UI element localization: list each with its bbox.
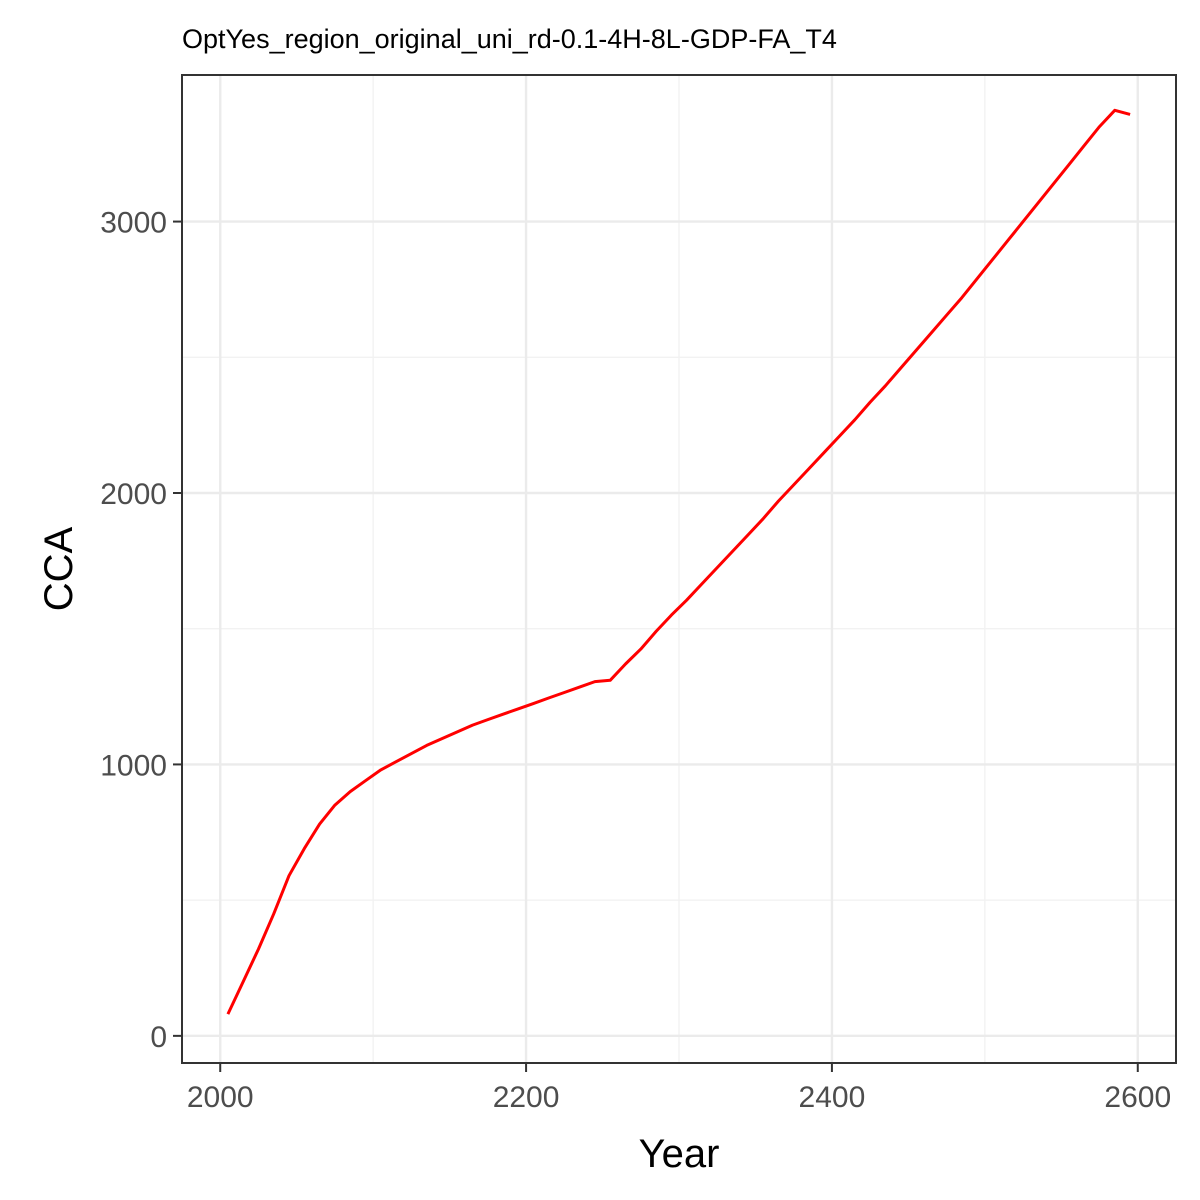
y-tick-label: 3000 bbox=[100, 207, 167, 240]
plot-panel-border bbox=[181, 74, 1177, 1064]
y-tick-label: 2000 bbox=[100, 478, 167, 511]
chart-title: OptYes_region_original_uni_rd-0.1-4H-8L-… bbox=[182, 24, 837, 54]
y-axis-tick-labels: 0 1000 2000 3000 bbox=[100, 207, 167, 1054]
x-axis-tick-labels: 2000 2200 2400 2600 bbox=[187, 1081, 1171, 1114]
y-tick-label: 1000 bbox=[100, 749, 167, 782]
x-tick-label: 2000 bbox=[187, 1081, 254, 1114]
x-tick-label: 2600 bbox=[1104, 1081, 1171, 1114]
major-gridlines bbox=[182, 75, 1176, 1063]
series-line bbox=[226, 108, 1131, 1015]
y-tick-label: 0 bbox=[150, 1021, 167, 1054]
y-axis-title: CCA bbox=[37, 526, 81, 611]
axis-ticks bbox=[173, 220, 1139, 1072]
x-tick-label: 2400 bbox=[799, 1081, 866, 1114]
x-axis-title: Year bbox=[639, 1132, 720, 1176]
series-layer bbox=[226, 108, 1131, 1015]
x-tick-label: 2200 bbox=[493, 1081, 560, 1114]
minor-gridlines bbox=[182, 75, 1176, 1063]
